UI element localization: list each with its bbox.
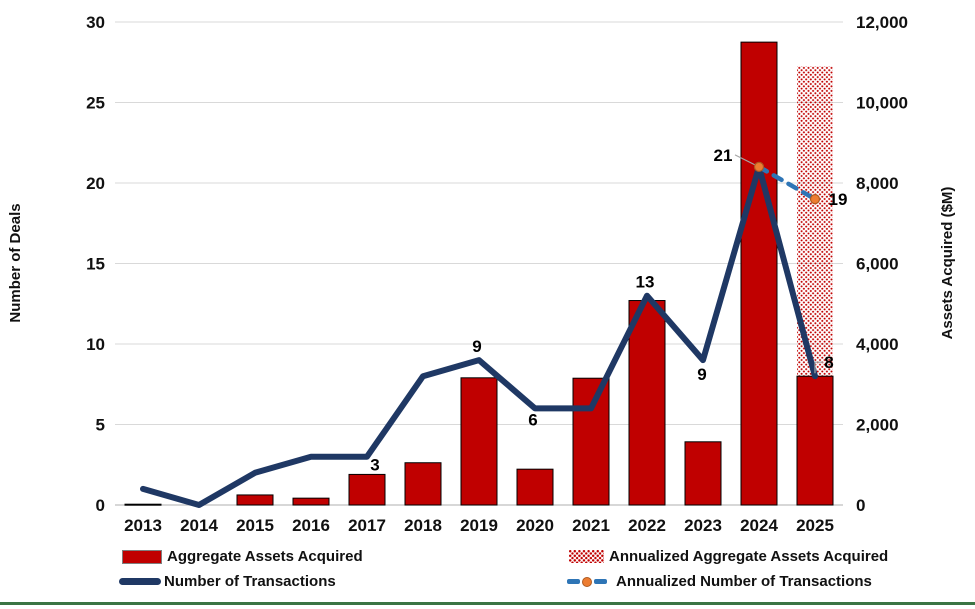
x-axis-tick-label: 2018 [404,516,442,535]
data-label-2017: 3 [370,456,379,475]
x-axis-tick-label: 2013 [124,516,162,535]
right-axis-tick-label: 10,000 [856,94,908,113]
legend-item-annualized-aggregate-assets: Annualized Aggregate Assets Acquired [569,548,888,565]
dash-dot-swatch-icon [567,576,607,587]
annualized-transactions-line [756,164,818,202]
data-label-2025: 8 [824,353,833,372]
plot-area: 05101520253002,0004,0006,0008,00010,0001… [86,13,908,535]
label-leader-line [734,154,756,166]
left-axis-tick-label: 0 [96,496,105,515]
data-label-2024: 21 [714,146,733,165]
x-axis-tick-label: 2024 [740,516,778,535]
data-label-2025: 19 [829,190,848,209]
right-axis-tick-label: 4,000 [856,335,899,354]
legend-item-aggregate-assets: Aggregate Assets Acquired [122,548,363,565]
bar-2022 [628,300,666,506]
legend-item-number-of-transactions: Number of Transactions [119,573,336,590]
x-axis-tick-label: 2021 [572,516,610,535]
bar-swatch-icon [122,549,162,564]
right-axis-tick-label: 0 [856,496,865,515]
dotted-bar-swatch-icon [569,550,604,563]
annualized-marker-dot [809,194,821,205]
legend-label: Annualized Number of Transactions [616,573,872,590]
bar-2018 [404,462,442,506]
left-axis-tick-label: 15 [86,255,105,274]
bar-2013 [124,503,162,506]
right-axis-title: Assets Acquired ($M) [939,186,956,340]
x-axis-tick-label: 2023 [684,516,722,535]
bar-2019 [460,377,498,506]
bar-2021 [572,377,610,506]
left-axis-title: Number of Deals [7,203,24,323]
label-leader-line [814,361,823,374]
left-axis-tick-label: 20 [86,174,105,193]
right-axis-tick-label: 2,000 [856,416,899,435]
bar-2016 [292,497,330,506]
legend-item-annualized-number-of-transactions: Annualized Number of Transactions [567,573,872,590]
bar-2025 [796,375,834,506]
legend-label: Number of Transactions [164,573,336,590]
data-label-2023: 9 [697,365,706,384]
x-axis-tick-label: 2015 [236,516,274,535]
data-label-2019: 9 [472,337,481,356]
transactions-line [140,163,818,508]
right-axis-tick-label: 8,000 [856,174,899,193]
x-axis-tick-label: 2022 [628,516,666,535]
x-axis-tick-label: 2016 [292,516,330,535]
footer-rule [0,602,975,605]
right-axis-tick-label: 12,000 [856,13,908,32]
bar-2023 [684,441,722,506]
legend-label: Annualized Aggregate Assets Acquired [609,548,889,565]
right-axis-tick-label: 6,000 [856,255,899,274]
bar-2015 [236,494,274,506]
left-axis-tick-label: 25 [86,94,105,113]
legend-label: Aggregate Assets Acquired [167,548,363,565]
data-label-2022: 13 [636,273,655,292]
left-axis-tick-label: 30 [86,13,105,32]
bar-2024 [740,41,778,506]
x-axis-tick-label: 2019 [460,516,498,535]
x-axis-tick-label: 2017 [348,516,386,535]
bar-2017 [348,473,386,506]
annualized-marker-dot [753,161,765,172]
x-axis-tick-label: 2020 [516,516,554,535]
left-axis-tick-label: 10 [86,335,105,354]
bar-2020 [516,468,554,506]
left-axis-tick-label: 5 [96,416,105,435]
data-label-2020: 6 [528,410,537,429]
line-swatch-icon [119,578,161,585]
x-axis-tick-label: 2025 [796,516,834,535]
x-axis-tick-label: 2014 [180,516,218,535]
